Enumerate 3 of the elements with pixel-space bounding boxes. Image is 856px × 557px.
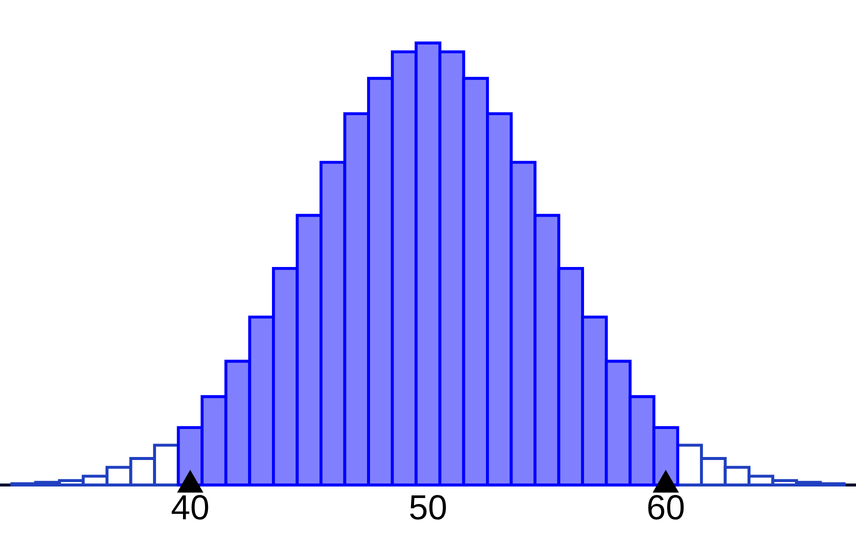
x-tick-label: 40 (172, 495, 208, 520)
x-tick-label: 50 (410, 495, 446, 520)
x-tick-label: 60 (648, 495, 684, 520)
